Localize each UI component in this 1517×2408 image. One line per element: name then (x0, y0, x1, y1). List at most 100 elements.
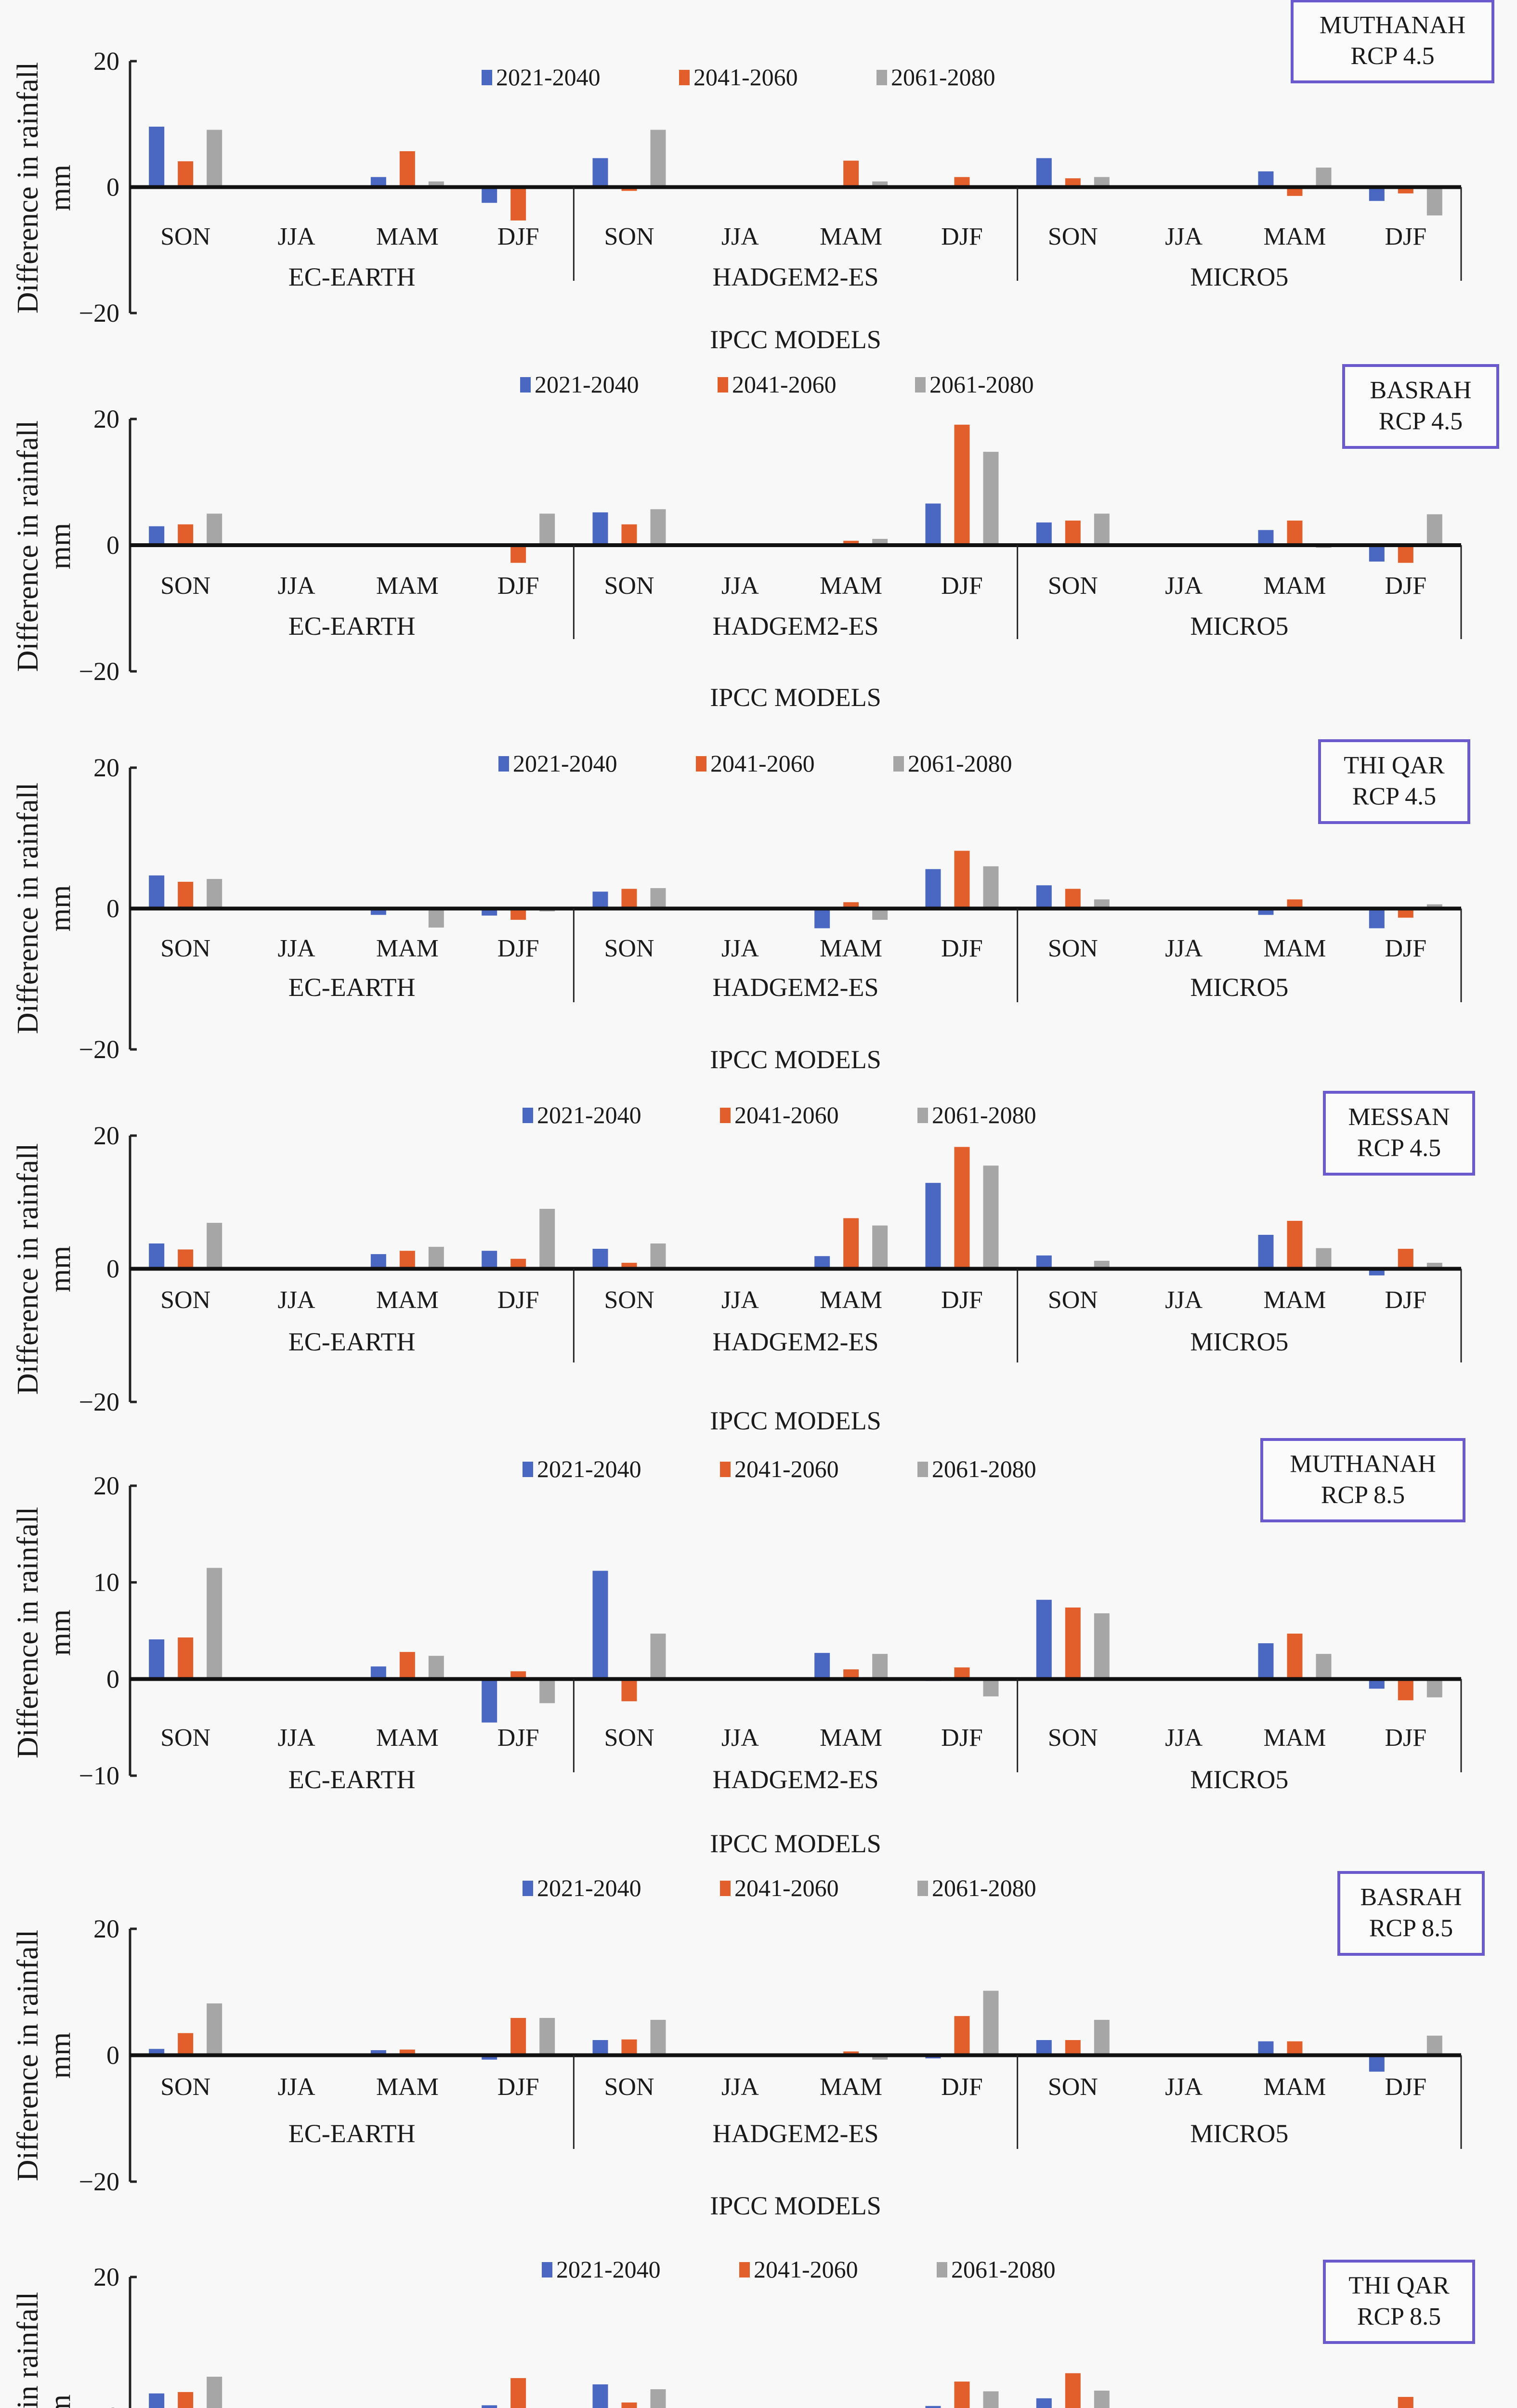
legend-swatch-2021-2040 (482, 70, 492, 85)
x-group-label: EC-EARTH (288, 2119, 416, 2148)
x-category-label: DJF (497, 572, 539, 600)
legend-swatch-2041-2060 (720, 1881, 731, 1896)
legend-label-2041-2060: 2041-2060 (693, 64, 798, 91)
x-category-label: DJF (1385, 223, 1426, 250)
bar-MICRO5-SON-2021-2040 (1036, 2040, 1052, 2055)
y-axis-title-line1: Difference in rainfall (12, 420, 44, 672)
x-category-label: MAM (376, 935, 439, 962)
legend-label-2021-2040: 2021-2040 (513, 750, 617, 777)
legend: 2021-2040 2041-2060 2061-2080 (523, 1101, 1036, 1128)
bar-HADGEM2-ES-MAM-2041-2060 (843, 540, 859, 545)
bar-MICRO5-DJF-2061-2080 (1426, 1679, 1442, 1698)
bar-EC-EARTH-SON-2041-2060 (178, 161, 194, 187)
legend-swatch-2061-2080 (917, 1462, 928, 1477)
bar-HADGEM2-ES-DJF-2041-2060 (954, 851, 970, 909)
legend-swatch-2021-2040 (542, 2262, 552, 2277)
bar-EC-EARTH-DJF-2061-2080 (539, 2018, 555, 2055)
y-axis-title-line1: Difference in rainfall (12, 62, 44, 314)
bar-HADGEM2-ES-MAM-2021-2040 (814, 908, 830, 929)
bar-EC-EARTH-SON-2061-2080 (207, 2003, 222, 2055)
bar-MICRO5-SON-2021-2040 (1036, 158, 1052, 187)
title-station: MESSAN (1348, 1103, 1450, 1131)
x-group-label: MICRO5 (1190, 262, 1288, 291)
x-category-label: SON (160, 935, 210, 962)
title-station: THI QAR (1344, 752, 1445, 779)
bar-EC-EARTH-SON-2061-2080 (207, 1568, 222, 1679)
title-box (1323, 1091, 1475, 1176)
bar-HADGEM2-ES-DJF-2061-2080 (983, 1679, 999, 1697)
title-station: THI QAR (1348, 2272, 1450, 2300)
legend: 2021-2040 2041-2060 2061-2080 (520, 371, 1034, 398)
x-group-label: MICRO5 (1190, 1327, 1288, 1356)
y-tick-label: 20 (93, 1914, 119, 1943)
x-group-label: HADGEM2-ES (713, 973, 879, 1002)
legend-label-2061-2080: 2061-2080 (891, 64, 995, 91)
x-axis-title: IPCC MODELS (710, 1045, 881, 1074)
legend-label-2061-2080: 2061-2080 (951, 2256, 1056, 2283)
x-category-label: MAM (820, 223, 882, 250)
x-category-label: MAM (1263, 1286, 1326, 1314)
y-tick-label: −20 (79, 299, 119, 327)
bar-HADGEM2-ES-SON-2041-2060 (621, 889, 637, 909)
y-axis-title-line2: mm (44, 885, 77, 931)
bar-MICRO5-MAM-2041-2060 (1287, 187, 1303, 196)
x-category-label: MAM (820, 572, 882, 600)
bar-HADGEM2-ES-SON-2061-2080 (650, 130, 666, 187)
bar-MICRO5-SON-2061-2080 (1094, 899, 1110, 909)
x-category-label: JJA (277, 1724, 315, 1752)
legend-label-2041-2060: 2041-2060 (732, 371, 837, 398)
bar-HADGEM2-ES-DJF-2041-2060 (954, 177, 970, 187)
x-category-label: JJA (721, 1286, 759, 1314)
x-category-label: JJA (277, 572, 315, 600)
x-group-label: MICRO5 (1190, 2119, 1288, 2148)
bar-HADGEM2-ES-SON-2061-2080 (650, 2389, 666, 2408)
x-category-label: DJF (941, 935, 983, 962)
x-category-label: SON (604, 572, 654, 600)
bar-MICRO5-MAM-2021-2040 (1258, 530, 1274, 545)
bar-HADGEM2-ES-MAM-2061-2080 (872, 2055, 888, 2060)
bar-EC-EARTH-DJF-2041-2060 (510, 2018, 526, 2055)
bar-HADGEM2-ES-SON-2021-2040 (592, 2384, 608, 2408)
x-category-label: SON (1048, 572, 1098, 600)
bar-EC-EARTH-DJF-2021-2040 (482, 187, 497, 203)
x-category-label: JJA (1165, 572, 1203, 600)
bar-HADGEM2-ES-DJF-2021-2040 (925, 869, 941, 909)
x-category-label: MAM (376, 572, 439, 600)
bar-EC-EARTH-SON-2061-2080 (207, 2376, 222, 2408)
bar-HADGEM2-ES-SON-2061-2080 (650, 1243, 666, 1269)
y-tick-label: 20 (93, 753, 119, 782)
title-box (1291, 0, 1494, 83)
x-group-label: EC-EARTH (288, 612, 416, 641)
bar-MICRO5-MAM-2021-2040 (1258, 2041, 1274, 2055)
x-group-label: HADGEM2-ES (713, 612, 879, 641)
x-category-label: SON (604, 1286, 654, 1314)
x-category-label: JJA (277, 935, 315, 962)
bar-EC-EARTH-DJF-2041-2060 (510, 187, 526, 221)
x-category-label: DJF (497, 2073, 539, 2101)
y-axis-title-line1: Difference in rainfall (12, 2292, 44, 2408)
legend-label-2041-2060: 2041-2060 (734, 1101, 839, 1128)
bar-HADGEM2-ES-SON-2061-2080 (650, 888, 666, 909)
bar-HADGEM2-ES-MAM-2061-2080 (872, 1225, 888, 1269)
bar-MICRO5-DJF-2021-2040 (1369, 908, 1385, 929)
y-tick-label: −20 (79, 1035, 119, 1064)
x-category-label: SON (160, 1286, 210, 1314)
bar-HADGEM2-ES-SON-2041-2060 (621, 2039, 637, 2055)
legend-label-2041-2060: 2041-2060 (754, 2256, 858, 2283)
x-category-label: JJA (721, 935, 759, 962)
y-tick-label: 20 (93, 47, 119, 76)
bar-MICRO5-MAM-2041-2060 (1287, 1220, 1303, 1269)
bar-MICRO5-SON-2041-2060 (1065, 889, 1081, 909)
bar-MICRO5-SON-2041-2060 (1065, 1607, 1081, 1679)
y-axis-title-line2: mm (44, 2395, 77, 2408)
bar-MICRO5-MAM-2061-2080 (1316, 1654, 1332, 1679)
bar-EC-EARTH-SON-2021-2040 (149, 1639, 165, 1679)
legend-label-2061-2080: 2061-2080 (929, 371, 1034, 398)
legend-swatch-2021-2040 (523, 1881, 533, 1896)
legend-swatch-2041-2060 (718, 377, 728, 393)
bar-HADGEM2-ES-DJF-2061-2080 (983, 866, 999, 909)
bar-EC-EARTH-DJF-2021-2040 (482, 1251, 497, 1269)
y-tick-label: 20 (93, 1471, 119, 1500)
x-group-label: MICRO5 (1190, 1765, 1288, 1794)
